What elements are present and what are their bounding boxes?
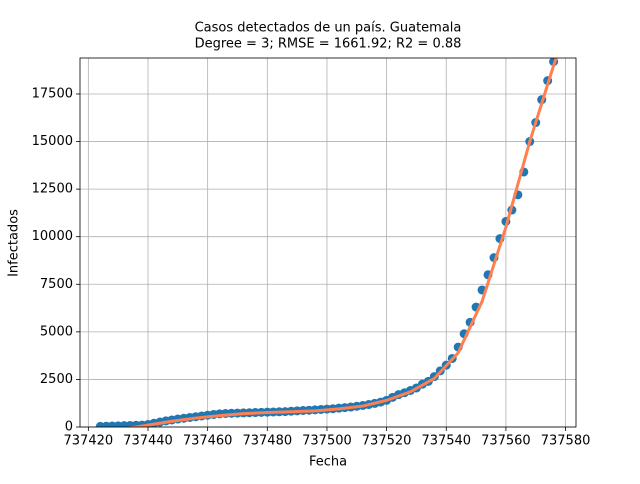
y-tick-label: 7500: [40, 277, 73, 292]
x-tick-label: 737420: [64, 434, 114, 449]
y-tick-label: 15000: [32, 134, 73, 149]
y-tick-label: 10000: [32, 229, 73, 244]
x-tick-label: 737480: [242, 434, 292, 449]
y-tick-label: 2500: [40, 372, 73, 387]
x-tick-label: 737560: [481, 434, 531, 449]
axes-frame: [79, 57, 577, 428]
fit-line: [126, 58, 558, 427]
x-tick-label: 737580: [541, 434, 591, 449]
y-tick-label: 5000: [40, 324, 73, 339]
x-tick-label: 737500: [302, 434, 352, 449]
chart-title: Casos detectados de un país. Guatemala: [195, 21, 462, 36]
y-tick-label: 0: [65, 420, 73, 435]
plot-area: [95, 58, 559, 427]
y-tick-label: 12500: [32, 182, 73, 197]
y-axis-label: Infectados: [7, 209, 22, 277]
chart-subtitle: Degree = 3; RMSE = 1661.92; R2 = 0.88: [195, 37, 462, 52]
x-tick-label: 737540: [421, 434, 471, 449]
x-tick-label: 737440: [123, 434, 173, 449]
grid: [80, 58, 576, 428]
x-tick-label: 737520: [362, 434, 412, 449]
y-tick-label: 17500: [32, 86, 73, 101]
x-tick-label: 737460: [183, 434, 233, 449]
x-axis-label: Fecha: [309, 455, 347, 470]
ticks: 737420 737440 737460 737480 737500 737520 7375…: [32, 86, 591, 448]
